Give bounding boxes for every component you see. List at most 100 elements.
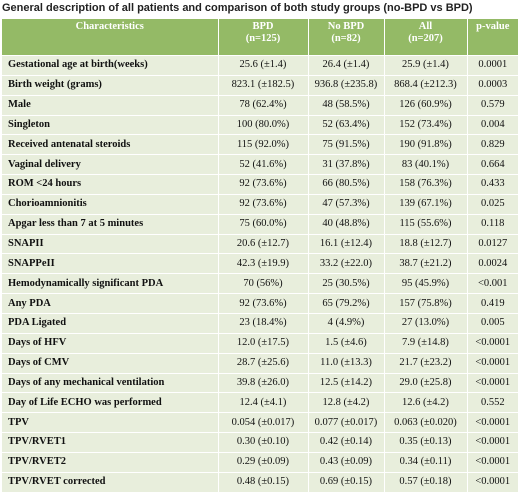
cell-p-value: 0.025 <box>467 193 518 215</box>
cell-all: 190 (91.8%) <box>384 134 468 155</box>
header-all-label: All <box>418 21 433 32</box>
table-row: TPV 0.054 (±0.017) 0.077 (±0.017) 0.063 (±0… <box>2 412 518 433</box>
cell-all: 115 (55.6%) <box>384 213 468 235</box>
table-row: Days of CMV 28.7 (±25.6) 11.0 (±13.3) 21.7 … <box>2 352 518 373</box>
cell-all: 868.4 (±212.3) <box>384 74 468 96</box>
cell-no-bpd: 66 (80.5%) <box>308 174 385 195</box>
cell-no-bpd: 52 (63.4%) <box>308 114 385 135</box>
cell-p-value: <0.0001 <box>467 352 518 373</box>
cell-p-value: 0.0001 <box>467 55 518 76</box>
header-p-value-label: p-value <box>476 21 510 32</box>
cell-no-bpd: 12.5 (±14.2) <box>308 372 385 393</box>
cell-p-value: 0.005 <box>467 312 518 334</box>
cell-bpd: 25.6 (±1.4) <box>218 55 309 76</box>
cell-bpd: 75 (60.0%) <box>218 213 309 235</box>
header-no-bpd: No BPD (n=82) <box>308 19 385 56</box>
cell-no-bpd: 31 (37.8%) <box>308 154 385 175</box>
cell-all: 152 (73.4%) <box>384 114 468 135</box>
table-row: SNAPPeII 42.3 (±19.9) 33.2 (±22.0) 38.7 (±2… <box>2 253 518 274</box>
cell-all: 139 (67.1%) <box>384 193 468 215</box>
table-row: Days of HFV 12.0 (±17.5) 1.5 (±4.6) 7.9 (±1… <box>2 332 518 354</box>
cell-no-bpd: 12.8 (±4.2) <box>308 392 385 413</box>
cell-bpd: 78 (62.4%) <box>218 94 309 116</box>
table-row: Singleton 100 (80.0%) 52 (63.4%) 152 (73.4%… <box>2 114 518 135</box>
cell-characteristic: Day of Life ECHO was performed <box>2 392 219 413</box>
table-row: Day of Life ECHO was performed 12.4 (±4.1… <box>2 392 518 413</box>
cell-p-value: 0.579 <box>467 94 518 116</box>
cell-characteristic: TPV/RVET2 <box>2 451 219 473</box>
table-row: ROM <24 hours 92 (73.6%) 66 (80.5%) 158 (76… <box>2 174 518 195</box>
cell-bpd: 92 (73.6%) <box>218 293 309 314</box>
cell-no-bpd: 65 (79.2%) <box>308 293 385 314</box>
table-body: Gestational age at birth(weeks) 25.6 (±1.… <box>2 55 518 492</box>
cell-all: 83 (40.1%) <box>384 154 468 175</box>
table-row: Received antenatal steroids 115 (92.0%) 75… <box>2 134 518 155</box>
header-characteristics: Characteristics <box>2 19 219 56</box>
header-no-bpd-label: No BPD <box>327 21 365 32</box>
cell-no-bpd: 0.077 (±0.017) <box>308 412 385 433</box>
cell-no-bpd: 26.4 (±1.4) <box>308 55 385 76</box>
comparison-table: Characteristics BPD (n=125) No BPD (n=82) … <box>2 19 518 492</box>
table-row: PDA Ligated 23 (18.4%) 4 (4.9%) 27 (13.0%) 0… <box>2 312 518 334</box>
cell-p-value: <0.0001 <box>467 432 518 453</box>
cell-bpd: 20.6 (±12.7) <box>218 233 309 254</box>
table-caption: General description of all patients and … <box>2 2 473 14</box>
table-row: Vaginal delivery 52 (41.6%) 31 (37.8%) 83 (… <box>2 154 518 175</box>
cell-bpd: 92 (73.6%) <box>218 174 309 195</box>
cell-all: 18.8 (±12.7) <box>384 233 468 254</box>
cell-no-bpd: 48 (58.5%) <box>308 94 385 116</box>
cell-p-value: 0.433 <box>467 174 518 195</box>
table-row: Chorioamnionitis 92 (73.6%) 47 (57.3%) 139 … <box>2 193 518 215</box>
cell-bpd: 70 (56%) <box>218 273 309 294</box>
cell-characteristic: Gestational age at birth(weeks) <box>2 55 219 76</box>
cell-characteristic: Any PDA <box>2 293 219 314</box>
cell-bpd: 28.7 (±25.6) <box>218 352 309 373</box>
cell-characteristic: Singleton <box>2 114 219 135</box>
cell-characteristic: TPV/RVET corrected <box>2 471 219 492</box>
cell-all: 21.7 (±23.2) <box>384 352 468 373</box>
header-bpd-label: BPD <box>252 21 274 32</box>
table-row: Days of any mechanical ventilation 39.8 (… <box>2 372 518 393</box>
cell-characteristic: Days of CMV <box>2 352 219 373</box>
cell-characteristic: Apgar less than 7 at 5 minutes <box>2 213 219 235</box>
cell-p-value: 0.552 <box>467 392 518 413</box>
cell-no-bpd: 0.43 (±0.09) <box>308 451 385 473</box>
cell-bpd: 0.30 (±0.10) <box>218 432 309 453</box>
cell-bpd: 12.0 (±17.5) <box>218 332 309 354</box>
cell-p-value: <0.001 <box>467 273 518 294</box>
cell-all: 12.6 (±4.2) <box>384 392 468 413</box>
cell-p-value: 0.0024 <box>467 253 518 274</box>
table-row: Apgar less than 7 at 5 minutes 75 (60.0%)… <box>2 213 518 235</box>
cell-no-bpd: 40 (48.8%) <box>308 213 385 235</box>
table-row: Male 78 (62.4%) 48 (58.5%) 126 (60.9%) 0.579 <box>2 94 518 116</box>
cell-all: 0.063 (±0.020) <box>384 412 468 433</box>
cell-all: 38.7 (±21.2) <box>384 253 468 274</box>
table-header-row: Characteristics BPD (n=125) No BPD (n=82) … <box>2 19 518 56</box>
cell-no-bpd: 11.0 (±13.3) <box>308 352 385 373</box>
table-row: Gestational age at birth(weeks) 25.6 (±1.… <box>2 55 518 76</box>
cell-no-bpd: 47 (57.3%) <box>308 193 385 215</box>
header-all: All (n=207) <box>384 19 468 56</box>
table-row: TPV/RVET2 0.29 (±0.09) 0.43 (±0.09) 0.34 (±… <box>2 451 518 473</box>
cell-characteristic: Birth weight (grams) <box>2 74 219 96</box>
cell-p-value: 0.0003 <box>467 74 518 96</box>
cell-characteristic: TPV/RVET1 <box>2 432 219 453</box>
cell-all: 29.0 (±25.8) <box>384 372 468 393</box>
header-characteristics-label: Characteristics <box>75 21 144 32</box>
cell-p-value: <0.0001 <box>467 372 518 393</box>
cell-p-value: 0.118 <box>467 213 518 235</box>
cell-p-value: 0.419 <box>467 293 518 314</box>
cell-p-value: <0.0001 <box>467 412 518 433</box>
cell-all: 27 (13.0%) <box>384 312 468 334</box>
cell-p-value: 0.0127 <box>467 233 518 254</box>
cell-characteristic: Male <box>2 94 219 116</box>
header-bpd-count: (n=125) <box>245 33 281 44</box>
header-bpd: BPD (n=125) <box>218 19 309 56</box>
table-row: Any PDA 92 (73.6%) 65 (79.2%) 157 (75.8%) 0.… <box>2 293 518 314</box>
cell-all: 7.9 (±14.8) <box>384 332 468 354</box>
cell-characteristic: SNAPPeII <box>2 253 219 274</box>
cell-p-value: <0.0001 <box>467 451 518 473</box>
cell-bpd: 12.4 (±4.1) <box>218 392 309 413</box>
table-row: Birth weight (grams) 823.1 (±182.5) 936.8 … <box>2 74 518 96</box>
cell-all: 25.9 (±1.4) <box>384 55 468 76</box>
